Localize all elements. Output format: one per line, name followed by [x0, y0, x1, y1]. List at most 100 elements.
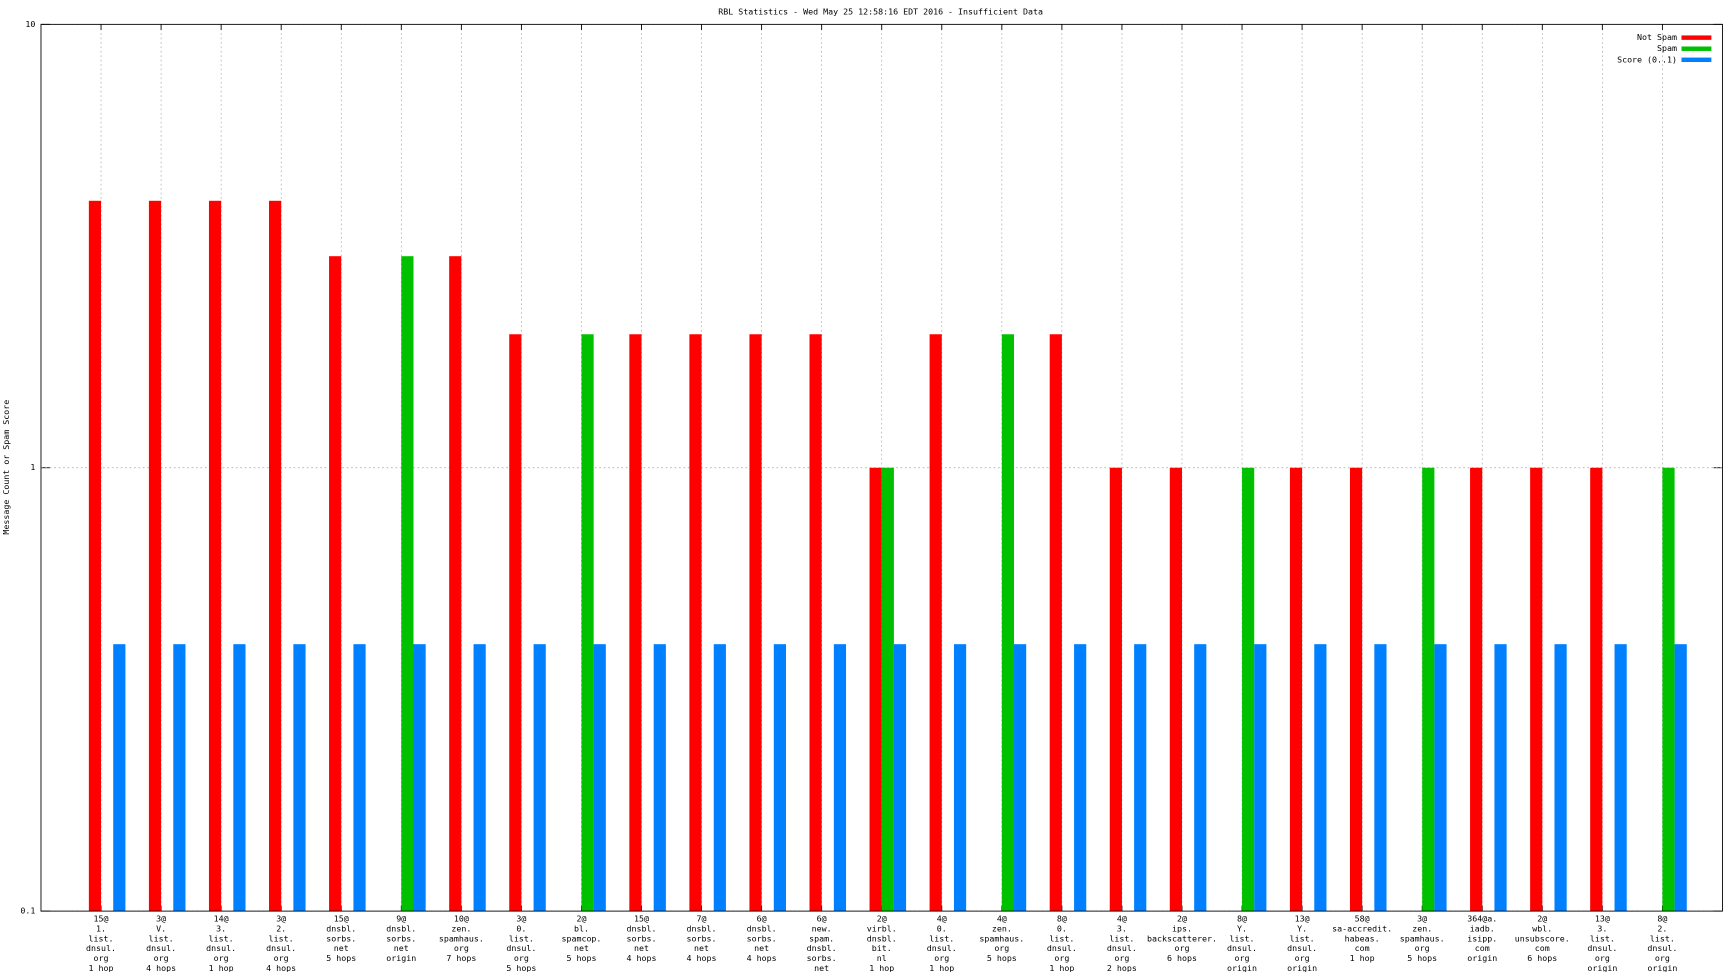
x-tick-label: 3. — [216, 923, 226, 933]
bar — [773, 644, 786, 912]
x-tick-label: 8@ — [1657, 913, 1667, 923]
bar — [1014, 644, 1027, 912]
x-tick-label: 14@ — [214, 913, 229, 923]
x-tick-label: bl. — [574, 923, 589, 933]
x-tick-label: sorbs. — [627, 933, 657, 943]
x-tick-label: dnsul. — [146, 943, 176, 953]
x-tick-label: spamhaus. — [979, 933, 1024, 943]
x-tick-label: 5 hops — [326, 953, 356, 963]
x-tick-label: 6@ — [817, 913, 827, 923]
x-tick-label: zen. — [992, 923, 1012, 933]
x-tick-label: 1. — [96, 923, 106, 933]
x-tick-label: origin — [1287, 963, 1317, 972]
x-tick-label: org — [514, 953, 529, 963]
x-tick-label: zen. — [451, 923, 471, 933]
x-tick-label: bit. — [872, 943, 892, 953]
x-tick-label: list. — [269, 933, 294, 943]
x-tick-label: 4 hops — [627, 953, 657, 963]
x-tick-label: origin — [1647, 963, 1677, 972]
x-tick-label: sorbs. — [386, 933, 416, 943]
x-tick-label: net — [754, 943, 769, 953]
x-tick-label: org — [154, 953, 169, 963]
x-tick-label: org — [1174, 943, 1189, 953]
x-tick-label: spam. — [809, 933, 834, 943]
x-tick-label: dnsul. — [206, 943, 236, 953]
x-tick-label: org — [934, 953, 949, 963]
x-tick-label: com — [1535, 943, 1550, 953]
x-tick-label: 13@ — [1295, 913, 1310, 923]
bar — [353, 644, 366, 912]
bar — [953, 644, 967, 912]
x-tick-label: org — [994, 943, 1009, 953]
x-tick-label: zen. — [1412, 923, 1432, 933]
x-tick-label: 1 hop — [869, 963, 894, 972]
x-tick-label: 4 hops — [687, 953, 717, 963]
x-tick-label: list. — [1290, 933, 1315, 943]
x-tick-label: 2@ — [877, 913, 887, 923]
x-tick-label: 2@ — [1177, 913, 1187, 923]
x-tick-label: 6 hops — [1527, 953, 1557, 963]
bar — [581, 334, 594, 912]
x-tick-label: org — [1655, 953, 1670, 963]
x-tick-label: dnsul. — [266, 943, 296, 953]
chart-title: RBL Statistics - Wed May 25 12:58:16 EDT… — [718, 7, 1043, 17]
x-tick-label: dnsul. — [1047, 943, 1077, 953]
x-tick-label: Y. — [1237, 923, 1247, 933]
bar — [1434, 644, 1447, 912]
bar — [881, 467, 894, 912]
bar — [1109, 467, 1122, 912]
x-tick-label: ips. — [1172, 923, 1192, 933]
x-tick-label: dnsbl. — [627, 923, 657, 933]
bar — [929, 334, 942, 912]
x-tick-label: org — [1295, 953, 1310, 963]
x-tick-label: list. — [509, 933, 534, 943]
x-tick-label: origin — [1467, 953, 1497, 963]
bar — [809, 334, 822, 912]
bar — [1254, 644, 1267, 912]
x-tick-label: 5 hops — [1407, 953, 1437, 963]
x-tick-label: 3@ — [516, 913, 526, 923]
x-tick-label: sorbs. — [687, 933, 717, 943]
x-tick-label: 0. — [937, 923, 947, 933]
x-tick-label: 1 hop — [929, 963, 954, 972]
bar — [1194, 644, 1207, 912]
legend-label: Not Spam — [1637, 32, 1677, 42]
x-tick-label: 2@ — [576, 913, 586, 923]
x-tick-label: dnsul. — [1107, 943, 1137, 953]
x-tick-label: list. — [1049, 933, 1074, 943]
x-tick-label: spamhaus. — [1400, 933, 1445, 943]
bar — [1530, 467, 1543, 912]
x-tick-label: backscatterer. — [1147, 933, 1217, 943]
bar — [293, 644, 306, 912]
bar — [148, 200, 162, 912]
x-tick-label: 15@ — [634, 913, 649, 923]
x-tick-label: 4@ — [937, 913, 947, 923]
x-tick-label: list. — [1230, 933, 1255, 943]
x-tick-label: list. — [149, 933, 174, 943]
x-tick-label: dnsul. — [86, 943, 116, 953]
bar — [401, 256, 414, 912]
bar — [689, 334, 702, 912]
x-tick-label: com — [1475, 943, 1490, 953]
x-tick-label: sorbs. — [326, 933, 356, 943]
legend-label: Score (0..1) — [1617, 54, 1677, 64]
bar — [593, 644, 606, 912]
x-tick-label: 6@ — [757, 913, 767, 923]
bar — [629, 334, 642, 912]
x-tick-label: net — [694, 943, 709, 953]
bar — [533, 644, 546, 912]
legend-swatch — [1681, 46, 1712, 51]
y-axis-label: Message Count or Spam Score — [1, 400, 11, 535]
bar — [1169, 467, 1182, 912]
x-tick-label: 13@ — [1595, 913, 1610, 923]
bar — [208, 200, 222, 912]
x-tick-label: 3@ — [156, 913, 166, 923]
x-tick-label: org — [1235, 953, 1250, 963]
bar — [449, 256, 462, 912]
bar — [1674, 644, 1687, 912]
y-tick-label: 0.1 — [20, 906, 35, 916]
bar — [113, 644, 126, 912]
x-tick-label: 2@ — [1537, 913, 1547, 923]
